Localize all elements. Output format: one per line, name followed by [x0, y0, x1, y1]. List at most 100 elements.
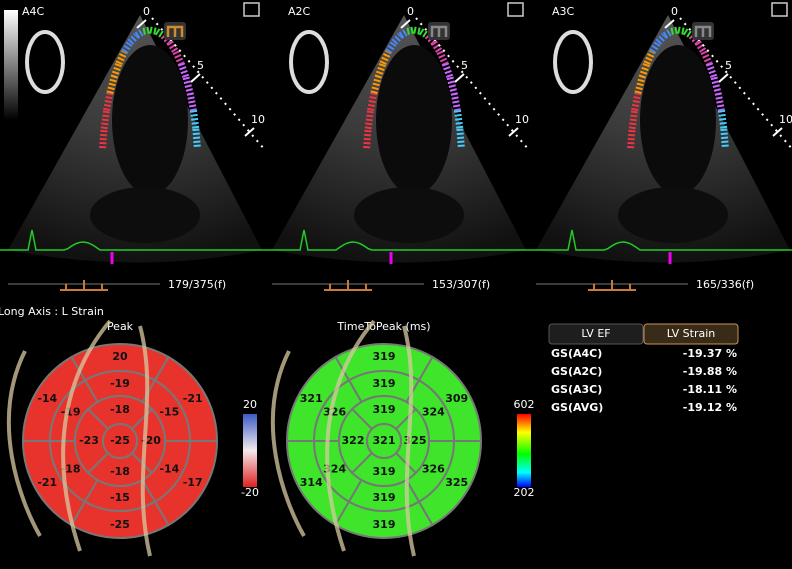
segment-value: 309: [445, 392, 468, 405]
segment-value: -14: [159, 463, 179, 476]
segment-value: 319: [373, 465, 396, 478]
strain-title: Long Axis : L Strain: [0, 305, 104, 318]
segment-value: 319: [373, 377, 396, 390]
segment-value: -23: [79, 434, 99, 447]
view-label: A3C: [552, 5, 575, 18]
segment-value: 322: [342, 434, 365, 447]
depth-label: 0: [407, 5, 414, 18]
segment-value: 326: [422, 463, 445, 476]
depth-tick: [136, 19, 147, 29]
strain-contour: [142, 26, 151, 35]
lv-cavity: [376, 45, 452, 195]
strain-contour: [367, 92, 378, 112]
strain-contour: [450, 92, 461, 112]
tab-label[interactable]: LV EF: [581, 327, 610, 340]
segment-value: 319: [373, 491, 396, 504]
strain-contour: [710, 76, 722, 95]
strain-contour: [670, 26, 679, 35]
color-scale: [243, 414, 257, 487]
depth-label: 0: [671, 5, 678, 18]
strain-contour: [391, 33, 404, 45]
strain-contour: [99, 128, 108, 149]
result-value: -19.12 %: [683, 401, 737, 414]
depth-tick: [454, 73, 465, 83]
segment-value: 321: [373, 434, 396, 447]
gray-bar: [4, 10, 18, 120]
tab-label[interactable]: LV Strain: [667, 327, 716, 340]
strain-contour: [634, 76, 646, 95]
la-cavity: [90, 187, 200, 243]
bullseye-title: TimeToPeak (ms): [336, 320, 430, 333]
scale-min: -20: [241, 486, 259, 499]
view-icon: [25, 30, 65, 94]
segment-value: -21: [37, 476, 57, 489]
tab[interactable]: [548, 323, 644, 345]
segment-value: -14: [37, 392, 57, 405]
fullscreen-button[interactable]: [243, 2, 260, 17]
segment: [102, 423, 138, 459]
segment-value: 319: [373, 518, 396, 531]
strain-contour: [100, 109, 111, 130]
strain-contour: [385, 40, 398, 54]
color-scale: [517, 414, 531, 487]
frame-counter: 179/375(f): [168, 278, 226, 291]
segment-value: -25: [110, 434, 130, 447]
depth-label: 10: [251, 113, 265, 126]
strain-contour: [418, 28, 430, 39]
strain-contour: [655, 33, 668, 45]
depth-tick: [190, 73, 201, 83]
fullscreen-button[interactable]: [771, 2, 788, 17]
segment-value: 324: [422, 406, 445, 419]
depth-label: 5: [197, 59, 204, 72]
view-label: A4C: [22, 5, 45, 18]
vessel-overlay: [6, 319, 152, 557]
result-label: GS(A3C): [551, 383, 602, 396]
strain-contour: [717, 109, 728, 130]
view-label: A2C: [288, 5, 311, 18]
fullscreen-button[interactable]: [507, 2, 524, 17]
lv-cavity: [640, 45, 716, 195]
depth-tick: [772, 127, 783, 137]
strain-contour: [441, 62, 454, 79]
strain-contour: [177, 62, 190, 79]
strain-contour: [705, 62, 718, 79]
strain-contour: [364, 109, 375, 130]
tab[interactable]: [643, 323, 739, 345]
bullseye: 20 -14 -21 -25 -17 -21 -19 -19 -18 -15 -14 -15 -18 -2…: [21, 343, 219, 539]
strain-contour: [134, 28, 146, 39]
view-icon: [289, 30, 329, 94]
bullseye: 3193213143193253093193263243193263243193…: [285, 343, 483, 539]
segment-value: 314: [300, 476, 323, 489]
strain-contour: [363, 128, 372, 149]
strain-contour: [436, 50, 449, 66]
vessel-overlay: [270, 319, 416, 557]
strain-contour: [430, 40, 443, 54]
strain-contour: [374, 62, 387, 79]
segment-value: -17: [183, 476, 203, 489]
segment-value: 325: [445, 476, 468, 489]
strain-contour: [682, 28, 694, 39]
depth-label: 0: [143, 5, 150, 18]
segment-value: -19: [61, 406, 81, 419]
segment: [366, 423, 402, 459]
strain-contour: [453, 109, 464, 130]
strain-contour: [631, 92, 642, 112]
strain-contour: [649, 40, 662, 54]
result-label: GS(A4C): [551, 347, 602, 360]
result-value: -19.88 %: [683, 365, 737, 378]
ecg-trace: [0, 229, 792, 251]
depth-label: 10: [779, 113, 792, 126]
depth-tick: [718, 73, 729, 83]
bullseye-title: Peak: [107, 320, 134, 333]
segment-value: 326: [323, 406, 346, 419]
la-cavity: [354, 187, 464, 243]
depth-tick: [664, 19, 675, 29]
strain-contour: [121, 40, 134, 54]
depth-tick: [508, 127, 519, 137]
la-cavity: [618, 187, 728, 243]
segment-value: -15: [110, 491, 130, 504]
segment-value: -21: [183, 392, 203, 405]
scale-max: 602: [514, 398, 535, 411]
depth-tick: [244, 127, 255, 137]
